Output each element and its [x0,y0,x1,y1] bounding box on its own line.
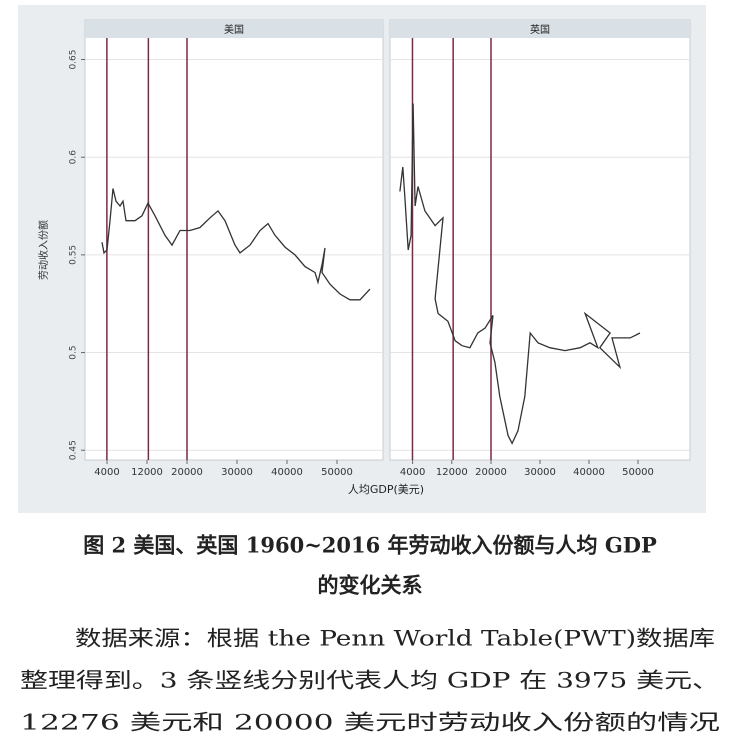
x-tick-label: 30000 [221,467,253,478]
x-tick-label: 20000 [171,467,203,478]
x-tick-label: 40000 [573,467,605,478]
panel-header [390,20,690,38]
caption: 图 2 美国、英国 1960~2016 年劳动收入份额与人均 GDP [83,533,657,558]
y-tick-label: 0.65 [69,50,79,70]
x-tick-label: 50000 [321,467,353,478]
panel [84,19,384,461]
x-tick-label: 20000 [475,467,507,478]
panel-title: 英国 [530,23,550,36]
note: 12276 美元和 20000 美元时劳动收入份额的情况 [20,711,720,735]
x-tick-label: 4000 [400,467,425,478]
x-tick-label: 30000 [524,467,556,478]
note: 整理得到。3 条竖线分别代表人均 GDP 在 3975 美元、 [20,669,720,693]
note: 数据来源：根据 the Penn World Table(PWT)数据库 [75,627,715,651]
data-line [101,188,371,301]
x-tick-label: 50000 [622,467,654,478]
panel-title: 美国 [224,23,244,36]
caption: 的变化关系 [318,573,423,598]
y-tick-label: 0.45 [69,440,79,460]
x-tick-label: 4000 [94,467,119,478]
y-tick-label: 0.55 [69,245,79,265]
data-line [399,103,641,445]
x-tick-label: 12000 [436,467,468,478]
y-axis-label: 劳动收入份额 [37,220,50,280]
panel-header [85,20,383,38]
panel [389,19,691,461]
x-tick-label: 12000 [131,467,163,478]
y-tick-label: 0.6 [69,150,79,165]
x-tick-label: 40000 [271,467,303,478]
y-tick-label: 0.5 [69,345,79,359]
x-axis-label: 人均GDP(美元) [348,483,424,496]
